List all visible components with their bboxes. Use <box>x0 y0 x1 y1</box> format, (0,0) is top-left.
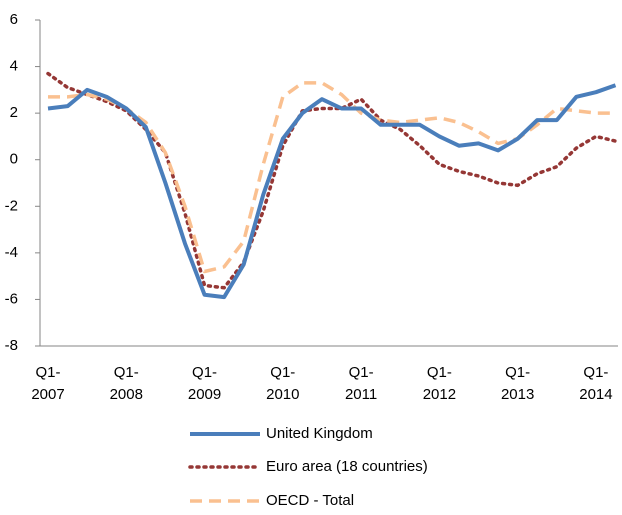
legend-label: Euro area (18 countries) <box>266 458 428 475</box>
y-tick-label: 0 <box>10 151 18 168</box>
x-tick-label: Q1- 2009 <box>187 364 222 403</box>
series-line <box>46 71 618 290</box>
x-tick-label: Q1- 2013 <box>500 364 535 403</box>
y-tick-label: 4 <box>10 58 18 75</box>
x-tick-label: Q1- 2014 <box>579 364 613 403</box>
x-tick-label: Q1- 2012 <box>422 364 457 403</box>
series-line <box>47 83 617 300</box>
legend-label: United Kingdom <box>266 425 373 442</box>
x-tick-label: Q1- 2007 <box>31 364 65 403</box>
x-tick-label: Q1- 2008 <box>109 364 143 403</box>
y-tick-label: -4 <box>5 244 18 261</box>
legend-label: OECD - Total <box>266 492 354 509</box>
y-tick-label: -2 <box>5 197 18 214</box>
y-tick-label: -6 <box>5 290 18 307</box>
x-tick-label: Q1- 2010 <box>266 364 300 403</box>
y-tick-label: 6 <box>10 11 18 28</box>
y-tick-label: 2 <box>10 104 18 121</box>
x-tick-label: Q1- 2011 <box>344 364 378 403</box>
y-tick-label: -8 <box>5 337 18 354</box>
